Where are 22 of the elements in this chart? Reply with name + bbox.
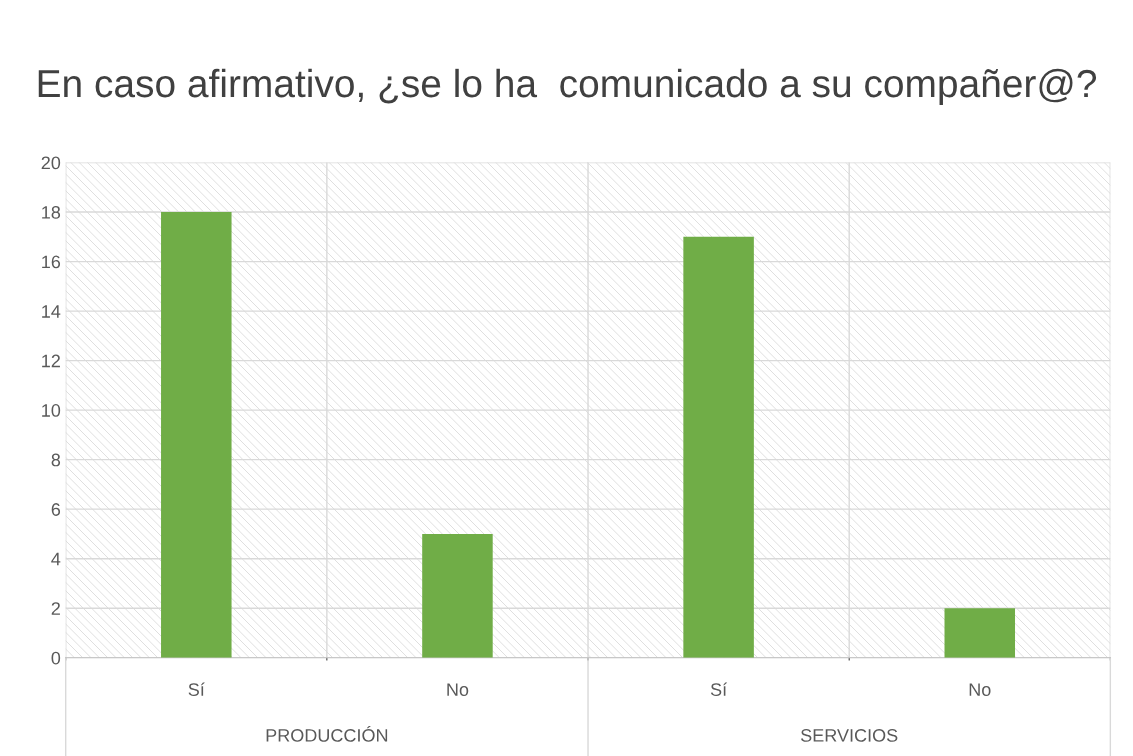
x-tick-label: No <box>447 683 469 696</box>
y-tick-label: 6 <box>51 503 61 516</box>
y-tick-label: 2 <box>51 602 60 615</box>
y-tick-label: 4 <box>51 552 61 566</box>
text: PRODUCCIÓN <box>266 725 388 742</box>
chart-title: En caso afirmativo, ¿se lo ha comunicado a su compañer@? <box>38 68 1097 106</box>
bar <box>944 608 1016 658</box>
y-tick-label: 16 <box>42 255 61 269</box>
y-tick-label: 12 <box>42 354 60 368</box>
x-tick-label: Sí <box>710 682 728 696</box>
x-tick-label: No <box>969 683 991 696</box>
y-tick-label: 0 <box>51 651 61 665</box>
x-tick-label: Sí <box>188 682 205 696</box>
bar <box>683 236 754 658</box>
y-tick-label: 10 <box>42 404 61 417</box>
text: SERVICIOS <box>801 729 898 742</box>
bar <box>422 533 493 658</box>
y-tick-label: 18 <box>42 205 61 219</box>
bar <box>161 212 232 658</box>
y-tick-label: 14 <box>42 305 61 318</box>
y-tick-label: 8 <box>51 453 61 467</box>
y-tick-label: 20 <box>41 156 61 170</box>
